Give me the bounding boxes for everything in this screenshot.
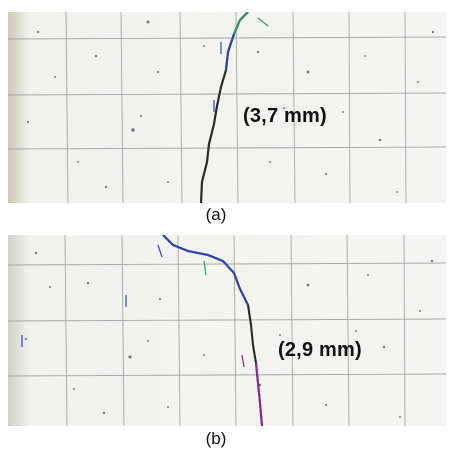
- handwritten-marks-purple: [241, 354, 245, 368]
- green-crack-marker: [233, 12, 249, 35]
- crack-width-label-a: (3,7 mm): [243, 105, 327, 127]
- grid-lines: [8, 12, 446, 203]
- crack-width-label-b: (2,9 mm): [278, 339, 362, 361]
- blue-crack-marker: [162, 235, 249, 306]
- concrete-photo-b: (2,9 mm): [8, 235, 446, 426]
- surface-pores: [24, 251, 434, 418]
- concrete-photo-a: (3,7 mm): [8, 12, 446, 203]
- panel-caption-a: (a): [205, 205, 227, 224]
- handwritten-marks-green: [203, 260, 207, 276]
- panel-caption-b: (b): [205, 429, 227, 448]
- crack-photo-a: [8, 12, 446, 203]
- blue-crack-marker: [225, 33, 235, 71]
- handwritten-marks-green: [257, 17, 269, 27]
- purple-crack-marker: [255, 362, 263, 426]
- concrete-surface: [8, 12, 446, 203]
- surface-pores: [26, 20, 435, 193]
- handwritten-marks: [21, 244, 163, 347]
- handwritten-marks: [213, 42, 222, 112]
- crack-photo-b: [8, 235, 446, 426]
